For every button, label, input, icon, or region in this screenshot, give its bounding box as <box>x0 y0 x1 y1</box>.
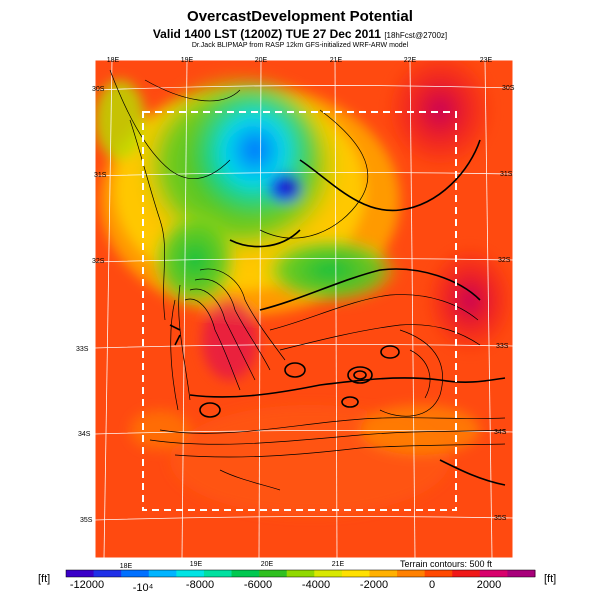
left-lat-label: 35S <box>80 517 93 524</box>
top-lon-label: 23E <box>480 57 493 64</box>
colorbar-swatch <box>397 570 426 577</box>
left-lat-labels: 30S 31S 32S 33S 34S 35S <box>76 86 107 524</box>
right-lat-label: 32S <box>498 257 511 264</box>
colorbar-swatch <box>203 570 233 577</box>
bottom-lon-label: 18E <box>120 563 133 570</box>
colorbar-tick-label: -8000 <box>186 579 214 591</box>
colorbar-tick-label: -6000 <box>244 579 272 591</box>
bottom-lon-labels: 18E 19E 20E 21E <box>120 561 345 570</box>
top-lon-label: 21E <box>330 57 343 64</box>
bottom-lon-label: 20E <box>261 561 274 568</box>
colorbar-swatch <box>479 570 508 577</box>
colorbar-tick-label: 2000 <box>477 579 501 591</box>
colorbar-tick-label: -10⁴ <box>133 582 154 594</box>
top-lon-labels: 18E 19E 20E 21E 22E 23E <box>107 57 493 64</box>
right-lat-label: 30S <box>502 85 515 92</box>
terrain-contour-note: Terrain contours: 500 ft <box>400 559 493 569</box>
right-lat-labels: 30S 31S 32S 33S 34S 35S <box>494 85 515 522</box>
colorbar-swatch <box>369 570 398 577</box>
colorbar-swatch <box>341 570 370 577</box>
bottom-lon-label: 19E <box>190 561 203 568</box>
colorbar-swatch <box>452 570 481 577</box>
top-lon-label: 20E <box>255 57 268 64</box>
colorbar-swatch <box>66 570 95 577</box>
forecast-suffix: [18hFcst@2700z] <box>384 31 448 40</box>
bottom-lon-label: 21E <box>332 561 345 568</box>
left-lat-label: 30S <box>92 86 105 93</box>
colorbar-tick-labels: -12000 -10⁴ -8000 -6000 -4000 -2000 0 20… <box>70 579 501 594</box>
overcast-potential-field <box>95 60 513 558</box>
top-lon-label: 19E <box>181 57 194 64</box>
colorbar-tick-label: -12000 <box>70 579 104 591</box>
map-frame <box>94 59 514 559</box>
colorbar-swatch <box>507 570 536 577</box>
terrain-contours <box>109 69 506 491</box>
colorbar-border <box>65 569 536 578</box>
right-lat-label: 33S <box>496 343 509 350</box>
colorbar <box>65 569 536 578</box>
left-lat-label: 31S <box>94 172 107 179</box>
left-lat-label: 33S <box>76 346 89 353</box>
colorbar-unit-right: [ft] <box>544 573 557 585</box>
right-lat-label: 35S <box>494 515 507 522</box>
colorbar-swatch <box>286 570 315 577</box>
colorbar-swatch <box>259 570 288 577</box>
colorbar-tick-label: 0 <box>429 579 435 591</box>
colorbar-swatch <box>231 570 260 577</box>
top-lon-label: 22E <box>404 57 417 64</box>
colorbar-tick-label: -2000 <box>360 579 388 591</box>
left-lat-label: 32S <box>92 258 105 265</box>
colorbar-unit-left: [ft] <box>38 573 51 585</box>
top-lon-label: 18E <box>107 57 120 64</box>
colorbar-swatch <box>424 570 453 577</box>
left-lat-label: 34S <box>78 431 91 438</box>
map-title: OvercastDevelopment Potential <box>187 8 413 25</box>
model-credit: Dr.Jack BLIPMAP from RASP 12km GFS-initi… <box>191 42 409 49</box>
colorbar-swatch <box>121 570 150 577</box>
valid-time: Valid 1400 LST (1200Z) TUE 27 Dec 2011 [… <box>0 27 600 41</box>
right-lat-label: 34S <box>494 429 507 436</box>
colorbar-swatch <box>93 570 122 577</box>
colorbar-tick-label: -4000 <box>302 579 330 591</box>
colorbar-swatch <box>148 570 177 577</box>
right-lat-label: 31S <box>500 171 513 178</box>
forecast-domain-box <box>142 111 457 511</box>
colorbar-swatch <box>314 570 343 577</box>
colorbar-swatch <box>176 570 205 577</box>
valid-line: Valid 1400 LST (1200Z) TUE 27 Dec 2011 <box>152 27 381 41</box>
